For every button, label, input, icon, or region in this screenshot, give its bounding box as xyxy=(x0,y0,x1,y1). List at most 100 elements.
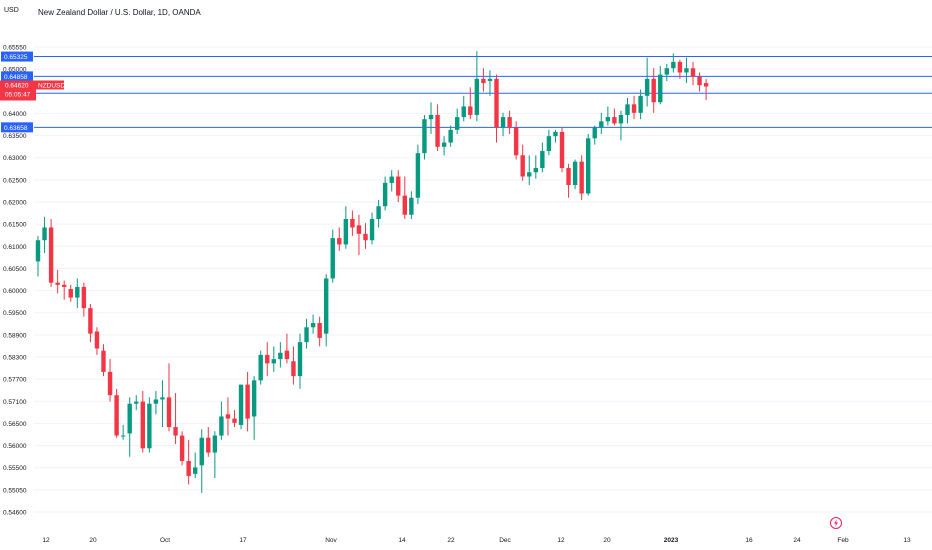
time-axis-label: Feb xyxy=(837,537,849,544)
candle-body xyxy=(225,414,231,419)
price-axis-tick: 0.58300 xyxy=(3,355,27,362)
candle-body xyxy=(612,117,617,124)
candle-body xyxy=(389,176,394,183)
time-axis-label: 17 xyxy=(239,537,247,544)
time-axis-label: 20 xyxy=(89,537,97,544)
price-axis-tick: 0.55500 xyxy=(3,465,27,472)
candle-body xyxy=(206,437,211,453)
horizontal-lines xyxy=(34,56,932,128)
candle-body xyxy=(48,227,54,283)
candle-body xyxy=(703,83,709,87)
candle-body xyxy=(62,284,67,287)
candle-body xyxy=(494,78,499,128)
time-axis-label: 16 xyxy=(745,537,753,544)
chart-title: New Zealand Dollar / U.S. Dollar, 1D, OA… xyxy=(38,8,201,17)
candle-body xyxy=(520,155,525,177)
price-axis-tick: 0.62500 xyxy=(3,177,27,184)
price-axis-tick: 0.57100 xyxy=(3,399,27,406)
candle-body xyxy=(376,206,381,219)
currency-label: USD xyxy=(4,7,19,14)
candle-body xyxy=(500,117,506,128)
time-axis[interactable]: 12 20 Oct 17 Nov 14 22 Dec 12 20 2023 16 24 Feb 13 xyxy=(42,537,911,544)
candle-body xyxy=(94,331,100,349)
candle-body xyxy=(245,384,250,419)
price-axis-tick: 0.57700 xyxy=(3,377,27,384)
candle-body xyxy=(317,323,322,338)
candle-body xyxy=(566,168,571,186)
candle-body xyxy=(448,129,453,143)
candle-body xyxy=(461,106,466,118)
candle-body xyxy=(330,238,335,279)
candles xyxy=(35,51,709,493)
candle-body xyxy=(540,151,545,169)
time-axis-label: 14 xyxy=(398,537,406,544)
grid-lines xyxy=(34,46,932,513)
candle-body xyxy=(487,78,493,81)
candle-body xyxy=(337,238,342,245)
candle-body xyxy=(428,114,434,120)
candle-body xyxy=(356,225,362,234)
candle-body xyxy=(605,117,611,122)
time-axis-label: 20 xyxy=(603,537,611,544)
candle-body xyxy=(278,352,283,360)
candle-body xyxy=(251,380,257,417)
candle-body xyxy=(219,416,224,436)
candle-body xyxy=(553,131,558,137)
price-axis-tick: 0.65000 xyxy=(3,67,27,74)
candle-body xyxy=(134,401,139,404)
current-price-countdown: 05:05:47 xyxy=(5,91,31,98)
candle-body xyxy=(114,395,119,436)
price-axis-tick: 0.60500 xyxy=(3,266,27,273)
time-axis-label: 12 xyxy=(557,537,565,544)
candle-body xyxy=(684,68,689,73)
candle-body xyxy=(690,68,696,77)
price-axis-tick: 0.61000 xyxy=(3,244,27,251)
price-axis-tick: 0.58900 xyxy=(3,332,27,339)
candle-body xyxy=(441,142,447,147)
candle-body xyxy=(55,282,60,285)
candle-body xyxy=(435,114,440,147)
candle-body xyxy=(271,359,276,364)
candle-body xyxy=(658,74,663,103)
candle-body xyxy=(88,308,93,334)
candle-body xyxy=(468,106,473,115)
price-axis-tick: 0.54600 xyxy=(3,510,27,517)
flash-icon-bolt xyxy=(834,519,838,527)
candle-body xyxy=(186,461,191,476)
price-axis-tick: 0.60000 xyxy=(3,288,27,295)
candle-body xyxy=(664,68,669,75)
candle-body xyxy=(455,117,460,130)
candle-body xyxy=(101,350,106,372)
candle-body xyxy=(382,182,388,207)
candle-body xyxy=(193,467,198,474)
price-axis-tick: 0.65550 xyxy=(3,45,27,52)
candle-body xyxy=(147,403,152,449)
candle-body xyxy=(415,153,421,198)
candle-body xyxy=(697,76,702,86)
candle-body xyxy=(297,342,303,377)
candle-body xyxy=(343,218,349,245)
candle-body xyxy=(625,104,630,115)
candle-body xyxy=(402,195,407,215)
price-axis-tick: 0.62000 xyxy=(3,200,27,207)
flash-icon[interactable] xyxy=(830,517,842,529)
candle-body xyxy=(166,397,172,428)
candle-body xyxy=(579,161,584,194)
current-price-value: 0.64620 xyxy=(5,82,29,89)
candle-body xyxy=(631,104,637,113)
candle-body xyxy=(310,323,316,328)
candle-body xyxy=(304,327,309,343)
candle-body xyxy=(422,119,427,154)
candle-body xyxy=(324,278,329,334)
time-axis-label: 13 xyxy=(903,537,911,544)
candle-body xyxy=(68,289,73,298)
symbol-tag: NZDUSD xyxy=(38,82,65,89)
price-line-tag-bg xyxy=(1,71,33,82)
candle-body xyxy=(258,354,263,381)
price-line-tag: 0.63658 xyxy=(4,125,28,132)
price-line-tag-bg xyxy=(1,122,33,133)
candle-body xyxy=(238,384,244,425)
price-axis-tick: 0.63500 xyxy=(3,133,27,140)
price-axis[interactable]: 0.655500.650000.645000.640000.635000.630… xyxy=(3,45,27,517)
